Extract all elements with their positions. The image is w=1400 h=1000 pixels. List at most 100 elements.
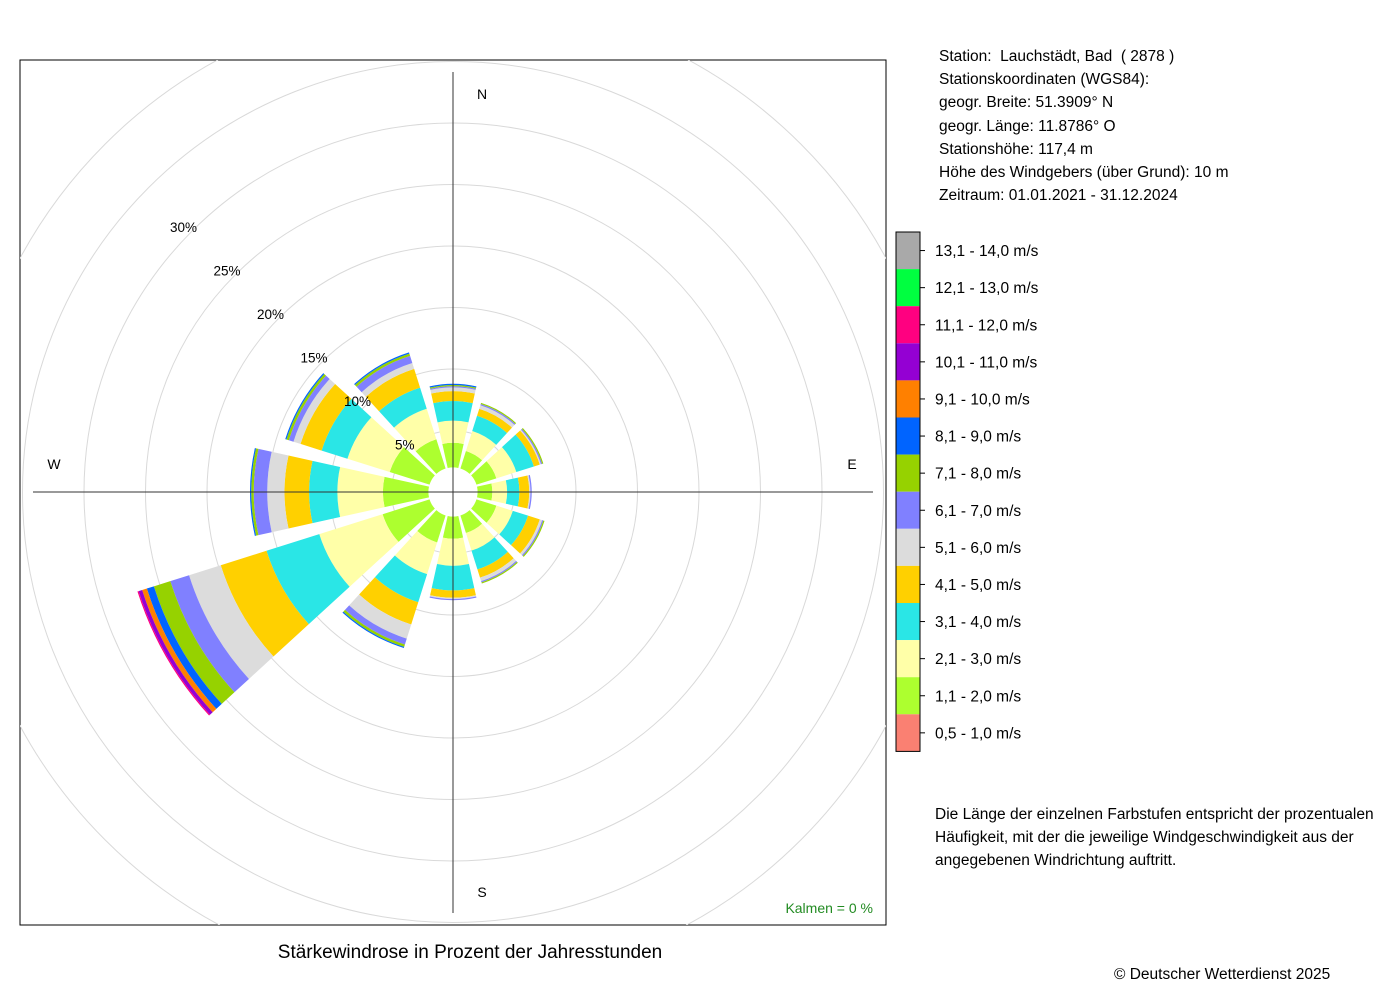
wind-segment	[347, 417, 405, 473]
wind-segment	[521, 428, 544, 464]
wind-segment	[319, 514, 399, 587]
wind-segment	[389, 447, 435, 485]
wind-segment	[465, 431, 497, 461]
wind-segment	[472, 415, 508, 445]
legend-frame	[895, 231, 921, 752]
wind-segment	[365, 368, 421, 412]
legend-label: 12,1 - 13,0 m/s	[935, 280, 1039, 297]
wind-segment	[344, 605, 407, 645]
legend-swatch	[896, 454, 920, 492]
wind-sector	[137, 499, 435, 716]
wind-segment	[520, 429, 541, 465]
wind-segment	[521, 520, 544, 556]
wind-sector	[460, 402, 517, 474]
sensor-height: Höhe des Windgebers (über Grund): 10 m	[939, 164, 1229, 182]
wind-segment	[480, 558, 517, 582]
wind-segment	[251, 448, 259, 536]
wind-sector	[354, 352, 446, 474]
wind-segment	[142, 588, 217, 713]
wind-segment	[138, 590, 213, 715]
wind-segment	[477, 408, 512, 434]
wind-segment	[321, 398, 372, 459]
station-elevation: Stationshöhe: 117,4 m	[939, 140, 1093, 158]
direction-label: S	[477, 884, 486, 900]
legend-swatch	[896, 603, 920, 641]
wind-segment	[520, 519, 543, 556]
legend-label: 5,1 - 6,0 m/s	[935, 540, 1021, 557]
wind-segment	[415, 439, 446, 474]
wind-segment	[486, 447, 517, 479]
wind-sector	[285, 373, 435, 485]
wind-sector	[471, 499, 545, 557]
legend-swatch	[896, 343, 920, 381]
radial-tick-label: 20%	[257, 307, 284, 322]
radial-tick-label: 15%	[301, 351, 328, 366]
chart-caption: Stärkewindrose in Prozent der Jahresstun…	[277, 942, 663, 963]
wind-segment	[481, 561, 518, 584]
wind-segment	[359, 577, 419, 625]
copyright: © Deutscher Wetterdienst 2025	[1114, 966, 1331, 983]
legend-label: 2,1 - 3,0 m/s	[935, 651, 1021, 668]
legend-swatch	[896, 269, 920, 307]
radial-tick-label: 10%	[344, 394, 371, 409]
radial-tick-label: 5%	[395, 438, 415, 453]
legend-label: 7,1 - 8,0 m/s	[935, 466, 1021, 483]
wind-segment	[499, 510, 529, 546]
wind-segment	[429, 596, 477, 601]
wind-sector	[460, 510, 518, 584]
wind-segment	[374, 555, 428, 603]
station-name: Station: Lauchstädt, Bad ( 2878 )	[939, 48, 1175, 65]
legend-label: 11,1 - 12,0 m/s	[935, 317, 1037, 334]
wind-segment	[471, 461, 497, 485]
wind-segment	[300, 383, 352, 451]
wind-segment	[266, 534, 350, 625]
wind-segment	[343, 609, 405, 647]
legend-swatch	[896, 640, 920, 678]
legend-swatch	[896, 232, 920, 270]
wind-segment	[220, 550, 309, 657]
wind-segment	[429, 595, 477, 600]
wind-segment	[394, 530, 438, 575]
wind-segment	[481, 560, 517, 583]
wind-segment	[460, 450, 483, 474]
wind-segment	[356, 355, 413, 393]
wind-segment	[361, 362, 415, 397]
wind-segment	[288, 375, 330, 442]
wind-segment	[293, 378, 336, 444]
direction-label: N	[477, 86, 487, 102]
wind-segment	[527, 475, 531, 509]
wind-segment	[170, 575, 249, 693]
speed-legend: 13,1 - 14,0 m/s 12,1 - 13,0 m/s 11,1 - 12,…	[895, 231, 1039, 752]
wind-sector	[342, 510, 446, 649]
legend-swatch	[896, 714, 920, 752]
time-period: Zeitraum: 01.01.2021 - 31.12.2024	[939, 187, 1178, 205]
calm-label: Kalmen = 0 %	[785, 900, 873, 916]
legend-swatch	[896, 417, 920, 455]
legend-label: 8,1 - 9,0 m/s	[935, 429, 1021, 446]
wind-segment	[521, 428, 543, 465]
wind-segment	[354, 353, 411, 387]
legend-swatch	[896, 677, 920, 715]
legend-swatch	[896, 565, 920, 603]
legend-label: 1,1 - 2,0 m/s	[935, 688, 1021, 705]
wind-segment	[394, 408, 437, 452]
legend-label: 6,1 - 7,0 m/s	[935, 503, 1021, 520]
wind-segment	[515, 430, 540, 467]
wind-segment	[286, 374, 327, 441]
wind-segment	[429, 384, 477, 389]
direction-label: W	[47, 456, 61, 472]
longitude: geogr. Länge: 11.8786° O	[939, 117, 1116, 135]
wind-sector	[471, 428, 544, 485]
wind-segment	[429, 383, 477, 388]
wind-segment	[146, 586, 222, 709]
radial-tick-label: 25%	[214, 264, 241, 279]
grid-circle	[22, 61, 884, 923]
legend-swatch	[896, 306, 920, 344]
wind-segment	[153, 581, 235, 704]
wind-segment	[511, 515, 540, 554]
wind-segment	[417, 510, 446, 543]
wind-segment	[471, 499, 497, 523]
wind-segment	[189, 565, 274, 679]
legend-label: 0,5 - 1,0 m/s	[935, 725, 1021, 742]
